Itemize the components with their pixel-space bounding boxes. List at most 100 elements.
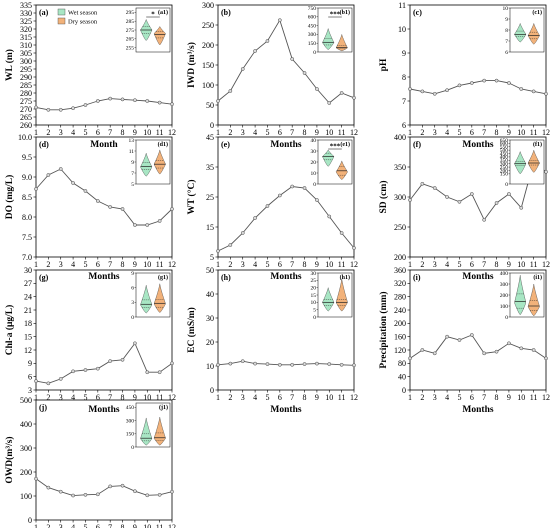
series-line [217, 360, 355, 366]
inset-y-tick-label: 450 [126, 405, 135, 411]
y-tick-label: 250 [394, 223, 406, 232]
data-point [507, 192, 511, 196]
y-tick-label: 5 [210, 253, 214, 262]
y-tick-label: 280 [394, 292, 406, 301]
x-tick-label: 3 [59, 523, 63, 528]
x-tick-label: 12 [168, 128, 176, 137]
data-point [519, 346, 524, 351]
legend: Wet season Dry season [57, 8, 98, 26]
inset-y-tick-label: 500 [500, 148, 509, 154]
x-tick-label: 4 [71, 523, 75, 528]
panel-label: (i) [413, 273, 421, 282]
inset-y-tick-label: 400 [500, 155, 509, 161]
panel-label: (e) [221, 140, 230, 149]
inset-y-tick-label: 550 [500, 145, 509, 151]
y-tick-label: 150 [202, 61, 214, 70]
data-point [544, 356, 548, 361]
data-point [327, 101, 332, 105]
plot-frame [409, 4, 547, 126]
inset-y-tick-label: 450 [308, 23, 317, 29]
x-tick-label: 3 [241, 128, 245, 137]
data-point [46, 173, 51, 177]
series-line [35, 478, 173, 496]
x-tick-label: 5 [265, 128, 269, 137]
x-tick-label: 2 [46, 393, 50, 402]
x-tick-label: 7 [108, 393, 112, 402]
data-point [339, 231, 344, 235]
x-tick-label: 10 [143, 393, 151, 402]
y-tick-label: 300 [202, 1, 214, 10]
x-tick-label: 12 [168, 523, 176, 528]
y-axis-title: SD (cm) [378, 181, 389, 214]
data-point [544, 91, 548, 96]
data-point [145, 493, 150, 498]
y-tick-label: 320 [20, 25, 32, 34]
y-tick-label: 200 [202, 41, 214, 50]
series-line [35, 98, 173, 111]
inset-c1: 6 7 8 9 10 (c1) [503, 6, 545, 56]
x-tick-label: 5 [457, 393, 461, 402]
y-tick-label: 315 [20, 33, 32, 42]
x-tick-label: 9 [133, 128, 137, 137]
x-tick-label: 3 [59, 393, 63, 402]
inset-y-tick-label: 6 [131, 285, 134, 291]
y-tick-label: 280 [20, 89, 32, 98]
x-tick-label: 4 [253, 128, 257, 137]
y-tick-label: 20 [206, 338, 214, 347]
data-point [408, 87, 412, 91]
data-point [83, 103, 88, 107]
y-tick-label: 9 [28, 359, 32, 368]
data-point [494, 201, 499, 205]
x-tick-label: 10 [143, 128, 151, 137]
x-tick-label: 3 [59, 128, 63, 137]
data-point [83, 368, 88, 372]
data-point [432, 91, 437, 96]
y-tick-label: 30 [206, 314, 214, 323]
inset-y-tick-label: 30 [311, 149, 317, 155]
inset-y-tick-label: 30 [311, 271, 317, 277]
x-tick-label: 2 [46, 523, 50, 528]
data-point [71, 106, 75, 111]
data-point [58, 489, 63, 494]
data-point [531, 348, 536, 352]
x-tick-label: 6 [278, 260, 282, 269]
wet-violin [322, 149, 335, 167]
inset-y-tick-label: 0 [131, 315, 134, 321]
y-tick-label: 100 [202, 81, 214, 90]
y-tick-label: 7 [402, 97, 406, 106]
data-point [253, 49, 257, 53]
x-tick-label: 5 [265, 393, 269, 402]
y-tick-label: 285 [20, 81, 32, 90]
x-tick-label: 9 [315, 128, 319, 137]
y-tick-label: 290 [20, 73, 32, 82]
inset-label: (d1) [158, 141, 168, 148]
x-tick-label: 4 [71, 393, 75, 402]
y-axis-title: Chl-a (μg/L) [4, 305, 15, 356]
x-tick-label: 11 [338, 128, 346, 137]
data-point [265, 39, 270, 43]
x-tick-label: 11 [156, 260, 164, 269]
y-tick-label: 310 [20, 41, 32, 50]
data-point [253, 216, 257, 220]
inset-frame [509, 7, 545, 53]
data-point [95, 492, 100, 497]
y-tick-label: 8.0 [22, 213, 32, 222]
data-point [277, 362, 282, 367]
data-point [302, 362, 307, 366]
x-tick-label: 11 [530, 260, 538, 269]
x-tick-label: 5 [457, 128, 461, 137]
dry-violin [153, 26, 166, 46]
x-tick-label: 10 [325, 393, 333, 402]
x-tick-label: 12 [168, 393, 176, 402]
y-tick-label: 120 [394, 346, 406, 355]
wet-violin [140, 285, 153, 314]
data-point [482, 351, 487, 356]
data-point [352, 95, 356, 100]
data-point [157, 219, 162, 223]
panel-label: (j) [39, 403, 47, 412]
y-tick-label: 0 [210, 386, 214, 395]
inset-y-tick-label: 275 [126, 28, 135, 34]
data-point [120, 97, 125, 102]
